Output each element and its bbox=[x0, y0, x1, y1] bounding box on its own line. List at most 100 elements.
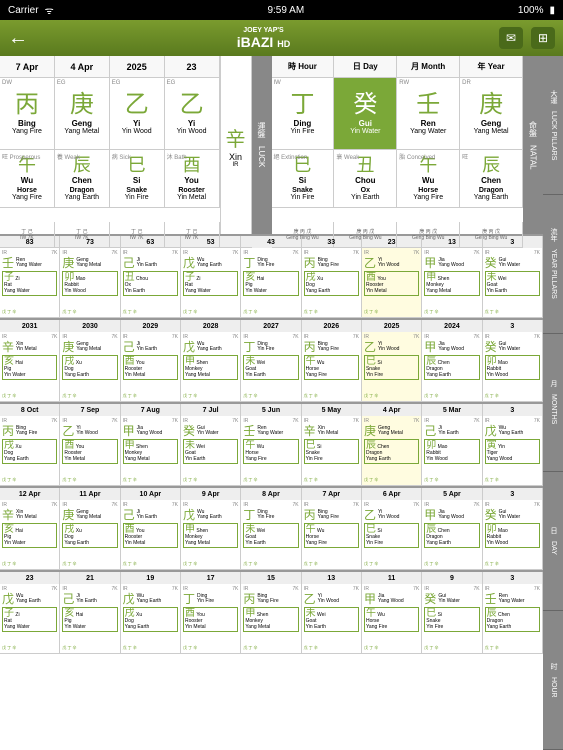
pillar[interactable]: 衰 Weak 丑 Chou Ox Yin Earth bbox=[334, 150, 397, 208]
grid-header: 3 bbox=[483, 236, 543, 248]
grid-cell[interactable]: IR7K 丙BingYang Fire 申 ShenMonkeyYang Met… bbox=[241, 584, 301, 654]
section-label: 流年 YEAR PILLARS bbox=[543, 195, 563, 334]
grid-header: 11 Apr bbox=[60, 488, 120, 500]
grid-cell[interactable]: IR7K 戊WuYang Earth 寅 YinTigerYang Wood 戊… bbox=[483, 416, 543, 486]
pillar[interactable]: 養 Weak 辰 Chen Dragon Yang Earth bbox=[55, 150, 110, 208]
date-cell[interactable]: 7 Apr bbox=[0, 56, 55, 77]
grid-cell[interactable]: IR7K 辛XinYin Metal 亥 HaiPigYin Water 戊 丁… bbox=[0, 332, 60, 402]
grid-cell[interactable]: IR7K 己JiYin Earth 酉 YouRoosterYin Metal … bbox=[121, 500, 181, 570]
pillar[interactable]: 癸 Gui Yin Water bbox=[334, 78, 397, 150]
back-button[interactable]: ← bbox=[8, 27, 28, 50]
grid-header: 5 May bbox=[302, 404, 362, 416]
natal-label: 命盤 NATAL bbox=[523, 56, 543, 234]
date-cell[interactable]: 2025 bbox=[110, 56, 165, 77]
grid-header: 2030 bbox=[60, 320, 120, 332]
pillar[interactable]: 絕 Extinction 巳 Si Snake Yin Fire bbox=[272, 150, 335, 208]
grid-cell[interactable]: IR7K 戊WuYang Earth 子 ZiRatYang Water 戊 丁… bbox=[181, 248, 241, 318]
grid-cell[interactable]: IR7K 丙BingYang Fire 戌 XuDogYang Earth 戊 … bbox=[302, 248, 362, 318]
grid-cell[interactable]: IR7K 癸GuiYin Water 未 WeiGoatYin Earth 戊 … bbox=[181, 416, 241, 486]
status-time: 9:59 AM bbox=[267, 5, 304, 16]
grid-cell[interactable]: IR7K 戊WuYang Earth 申 ShenMonkeyYang Meta… bbox=[181, 332, 241, 402]
grid-header: 73 bbox=[60, 236, 120, 248]
pillar[interactable]: DW 丙 Bing Yang Fire bbox=[0, 78, 55, 150]
grid-cell[interactable]: IR7K 庚GengYang Metal 戌 XuDogYang Earth 戊… bbox=[60, 332, 120, 402]
grid-cell[interactable]: IR7K 己JiYin Earth 丑 ChouOxYin Earth 戊 丁 … bbox=[121, 248, 181, 318]
grid-section: 83736353433323133 IR7K 壬RenYang Water 子 … bbox=[0, 234, 543, 318]
grid-cell[interactable]: IR7K 癸GuiYin Water 卯 MaoRabbitYin Wood 戊… bbox=[483, 500, 543, 570]
grid-section: 203120302029202820272026202520243 IR7K 辛… bbox=[0, 318, 543, 402]
grid-cell[interactable]: IR7K 癸GuiYin Water 未 WeiGoatYin Earth 戊 … bbox=[483, 248, 543, 318]
date-cell[interactable]: 23 bbox=[165, 56, 220, 77]
grid-cell[interactable]: IR7K 庚GengYang Metal 戌 XuDogYang Earth 戊… bbox=[60, 500, 120, 570]
pillar[interactable]: 胎 Conceived 午 Wu Horse Yang Fire bbox=[397, 150, 460, 208]
grid-section: 2321191715131193 IR7K 戊WuYang Earth 子 Zi… bbox=[0, 570, 543, 654]
grid-section: 12 Apr11 Apr10 Apr9 Apr8 Apr7 Apr6 Apr5 … bbox=[0, 486, 543, 570]
pillar[interactable]: 旺 辰 Chen Dragon Yang Earth bbox=[460, 150, 523, 208]
grid-cell[interactable]: IR7K 丁DingYin Fire 未 WeiGoatYin Earth 戊 … bbox=[241, 500, 301, 570]
pillar[interactable]: IW 丁 Ding Yin Fire bbox=[272, 78, 335, 150]
grid-cell[interactable]: IR7K 辛XinYin Metal 巳 SiSnakeYin Fire 戊 丁… bbox=[302, 416, 362, 486]
pillar[interactable]: DR 庚 Geng Yang Metal bbox=[460, 78, 523, 150]
grid-cell[interactable]: IR7K 戊WuYang Earth 子 ZiRatYang Water 戊 丁… bbox=[0, 584, 60, 654]
date-cell[interactable]: 4 Apr bbox=[55, 56, 110, 77]
grid-cell[interactable]: IR7K 乙YiYin Wood 巳 SiSnakeYin Fire 戊 丁 辛 bbox=[362, 500, 422, 570]
grid-header: 9 Apr bbox=[181, 488, 241, 500]
pillar[interactable]: EG 庚 Geng Yang Metal bbox=[55, 78, 110, 150]
pillar[interactable]: 沐 Bath 酉 You Rooster Yin Metal bbox=[165, 150, 220, 208]
luck-panel: 7 Apr4 Apr202523辛XinIR DW 丙 Bing Yang Fi… bbox=[0, 56, 252, 234]
grid-cell[interactable]: IR7K 丙BingYang Fire 午 WuHorseYang Fire 戊… bbox=[302, 500, 362, 570]
grid-header: 5 Apr bbox=[422, 488, 482, 500]
grid-cell[interactable]: IR7K 乙YiYin Wood 未 WeiGoatYin Earth 戊 丁 … bbox=[302, 584, 362, 654]
grid-cell[interactable]: IR7K 丁DingYin Fire 亥 HaiPigYin Water 戊 丁… bbox=[241, 248, 301, 318]
main-content: 7 Apr4 Apr202523辛XinIR DW 丙 Bing Yang Fi… bbox=[0, 56, 543, 750]
grid-header: 13 bbox=[422, 236, 482, 248]
pillar[interactable]: 病 Sick 巳 Si Snake Yin Fire bbox=[110, 150, 165, 208]
grid-header: 63 bbox=[121, 236, 181, 248]
grid-cell[interactable]: IR7K 丁DingYin Fire 未 WeiGoatYin Earth 戊 … bbox=[241, 332, 301, 402]
grid-header: 15 bbox=[241, 572, 301, 584]
grid-cell[interactable]: IR7K 丙BingYang Fire 午 WuHorseYang Fire 戊… bbox=[302, 332, 362, 402]
grid-cell[interactable]: IR7K 乙YiYin Wood 酉 YouRoosterYin Metal 戊… bbox=[362, 248, 422, 318]
section-label: 日 DAY bbox=[543, 472, 563, 611]
time-label: 年 Year bbox=[460, 56, 523, 78]
grid-cell[interactable]: IR7K 壬RenYang Water 辰 ChenDragonYang Ear… bbox=[483, 584, 543, 654]
grid-cell[interactable]: IR7K 甲JiaYang Wood 申 ShenMonkeyYang Meta… bbox=[121, 416, 181, 486]
time-label: 時 Hour bbox=[272, 56, 335, 78]
grid-header: 9 bbox=[422, 572, 482, 584]
grid-header: 10 Apr bbox=[121, 488, 181, 500]
grid-cell[interactable]: IR7K 己JiYin Earth 亥 HaiPigYin Water 戊 丁 … bbox=[60, 584, 120, 654]
luck-label: 運盤 LUCK bbox=[252, 56, 272, 234]
grid-cell[interactable]: IR7K 甲JiaYang Wood 午 WuHorseYang Fire 戊 … bbox=[362, 584, 422, 654]
grid-cell[interactable]: IR7K 丙BingYang Fire 戌 XuDogYang Earth 戊 … bbox=[0, 416, 60, 486]
grid-cell[interactable]: IR7K 癸GuiYin Water 巳 SiSnakeYin Fire 戊 丁… bbox=[422, 584, 482, 654]
pillar[interactable]: EG 乙 Yi Yin Wood bbox=[110, 78, 165, 150]
grid-header: 11 bbox=[362, 572, 422, 584]
grid-cell[interactable]: IR7K 癸GuiYin Water 卯 MaoRabbitYin Wood 戊… bbox=[483, 332, 543, 402]
grid-cell[interactable]: IR7K 甲JiaYang Wood 申 ShenMonkeyYang Meta… bbox=[422, 248, 482, 318]
app-header: ← JOEY YAP'S iBAZI HD ✉ ⊞ bbox=[0, 20, 563, 56]
carrier-text: Carrier bbox=[8, 5, 39, 16]
grid-cell[interactable]: IR7K 庚GengYang Metal 辰 ChenDragonYang Ea… bbox=[362, 416, 422, 486]
grid-cell[interactable]: IR7K 丁DingYin Fire 酉 YouRoosterYin Metal… bbox=[181, 584, 241, 654]
grid-cell[interactable]: IR7K 己JiYin Earth 酉 YouRoosterYin Metal … bbox=[121, 332, 181, 402]
grid-cell[interactable]: IR7K 甲JiaYang Wood 辰 ChenDragonYang Eart… bbox=[422, 332, 482, 402]
pillar[interactable]: EG 乙 Yi Yin Wood bbox=[165, 78, 220, 150]
grid-cell[interactable]: IR7K 乙YiYin Wood 酉 YouRoosterYin Metal 戊… bbox=[60, 416, 120, 486]
grid-cell[interactable]: IR7K 己JiYin Earth 卯 MaoRabbitYin Wood 戊 … bbox=[422, 416, 482, 486]
pillar[interactable]: 旺 Prosperous 午 Wu Horse Yang Fire bbox=[0, 150, 55, 208]
mail-icon[interactable]: ✉ bbox=[499, 27, 523, 49]
grid-cell[interactable]: IR7K 壬RenYang Water 子 ZiRatYang Water 戊 … bbox=[0, 248, 60, 318]
pillar[interactable]: RW 壬 Ren Yang Water bbox=[397, 78, 460, 150]
grid-cell[interactable]: IR7K 戊WuYang Earth 戌 XuDogYang Earth 戊 丁… bbox=[121, 584, 181, 654]
grid-cell[interactable]: IR7K 乙YiYin Wood 巳 SiSnakeYin Fire 戊 丁 辛 bbox=[362, 332, 422, 402]
natal-panel: 時 Hour日 Day月 Month年 Year IW 丁 Ding Yin F… bbox=[272, 56, 524, 234]
grid-icon[interactable]: ⊞ bbox=[531, 27, 555, 49]
grid-cell[interactable]: IR7K 甲JiaYang Wood 辰 ChenDragonYang Eart… bbox=[422, 500, 482, 570]
grid-cell[interactable]: IR7K 戊WuYang Earth 申 ShenMonkeyYang Meta… bbox=[181, 500, 241, 570]
grid-cell[interactable]: IR7K 壬RenYang Water 午 WuHorseYang Fire 戊… bbox=[241, 416, 301, 486]
grid-cell[interactable]: IR7K 辛XinYin Metal 亥 HaiPigYin Water 戊 丁… bbox=[0, 500, 60, 570]
app-logo: JOEY YAP'S iBAZI HD bbox=[237, 27, 290, 50]
grid-header: 2026 bbox=[302, 320, 362, 332]
grid-cell[interactable]: IR7K 庚GengYang Metal 卯 MaoRabbitYin Wood… bbox=[60, 248, 120, 318]
grid-header: 5 Jun bbox=[241, 404, 301, 416]
